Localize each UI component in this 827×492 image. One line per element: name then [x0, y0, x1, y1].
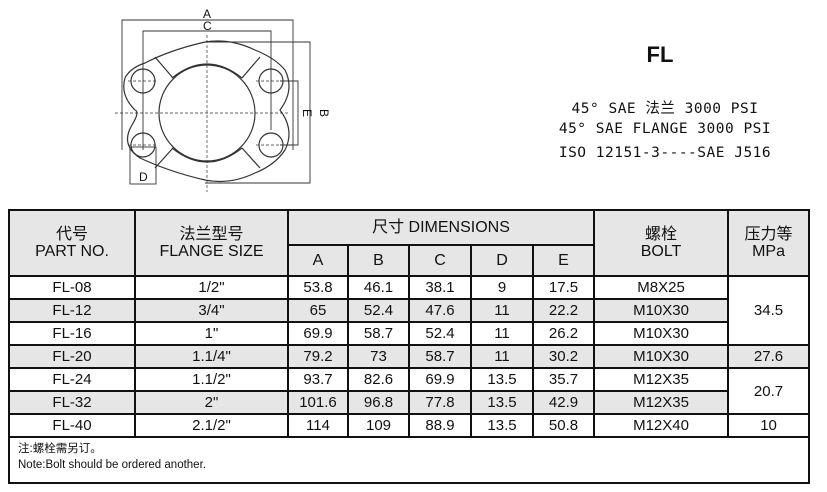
header-flange-size: 法兰型号 FLANGE SIZE [134, 209, 289, 277]
cell-bolt: M12X35 [593, 367, 730, 392]
header-part-no: 代号 PART NO. [8, 209, 136, 277]
cell-part: FL-32 [8, 390, 136, 415]
table-row: FL-40 2.1/2" 114 109 88.9 13.5 50.8 M12X40 10 [8, 413, 811, 438]
cell-d: 13.5 [470, 413, 534, 438]
cell-c: 58.7 [408, 344, 472, 369]
dim-label-d: D [139, 170, 148, 184]
cell-d: 11 [470, 321, 534, 346]
cell-c: 52.4 [408, 321, 472, 346]
dim-label-b: B [317, 109, 331, 117]
table-note: 注:螺栓需另订。 Note:Bolt should be ordered anot… [7, 436, 811, 484]
spec-line-cn: 45° SAE 法兰 3000 PSI [571, 101, 759, 117]
cell-a: 65 [287, 298, 349, 323]
cell-size: 3/4" [134, 298, 289, 323]
cell-bolt: M10X30 [593, 298, 730, 323]
dim-label-a: A [203, 7, 211, 21]
cell-bolt: M8X25 [593, 275, 730, 300]
dimension-table: 代号 PART NO. 法兰型号 FLANGE SIZE 尺寸 DIMENSIONS… [7, 209, 811, 484]
cell-part: FL-20 [8, 344, 136, 369]
cell-size: 1/2" [134, 275, 289, 300]
cell-c: 88.9 [408, 413, 472, 438]
dim-label-e: E [300, 109, 314, 117]
cell-size: 1.1/4" [134, 344, 289, 369]
cell-d: 13.5 [470, 367, 534, 392]
dim-label-c: C [203, 19, 212, 33]
table-row: FL-20 1.1/4" 79.2 73 58.7 11 30.2 M10X30 27.6 [8, 344, 811, 369]
cell-e: 17.5 [531, 275, 596, 300]
cell-a: 114 [287, 413, 349, 438]
cell-d: 13.5 [470, 390, 534, 415]
header-dim-b: B [347, 244, 410, 277]
cell-e: 22.2 [531, 298, 596, 323]
product-title: FL [646, 42, 674, 67]
cell-b: 46.1 [347, 275, 410, 300]
cell-part: FL-24 [8, 367, 136, 392]
cell-e: 30.2 [531, 344, 596, 369]
cell-b: 73 [347, 344, 410, 369]
cell-d: 9 [470, 275, 534, 300]
cell-c: 69.9 [408, 367, 472, 392]
cell-b: 109 [347, 413, 410, 438]
cell-b: 58.7 [347, 321, 410, 346]
cell-part: FL-40 [8, 413, 136, 438]
spec-line-iso: ISO 12151-3----SAE J516 [558, 145, 772, 161]
cell-e: 35.7 [531, 367, 596, 392]
cell-c: 47.6 [408, 298, 472, 323]
header-dim-c: C [408, 244, 472, 277]
cell-pressure: 34.5 [727, 275, 811, 346]
table-row: FL-12 3/4" 65 52.4 47.6 11 22.2 M10X30 [8, 298, 809, 323]
header-dim-e: E [531, 244, 596, 277]
cell-e: 42.9 [531, 390, 596, 415]
note-cn: 注:螺栓需另订。 [18, 443, 102, 455]
table-row: FL-16 1" 69.9 58.7 52.4 11 26.2 M10X30 [8, 321, 809, 346]
cell-part: FL-08 [8, 275, 136, 300]
cell-a: 93.7 [287, 367, 349, 392]
cell-a: 101.6 [287, 390, 349, 415]
cell-size: 2.1/2" [134, 413, 289, 438]
cell-e: 26.2 [531, 321, 596, 346]
cell-pressure: 27.6 [727, 344, 811, 369]
cell-c: 77.8 [408, 390, 472, 415]
cell-c: 38.1 [408, 275, 472, 300]
cell-d: 11 [470, 298, 534, 323]
cell-b: 82.6 [347, 367, 410, 392]
cell-a: 53.8 [287, 275, 349, 300]
cell-part: FL-16 [8, 321, 136, 346]
cell-part: FL-12 [8, 298, 136, 323]
cell-bolt: M10X30 [593, 344, 730, 369]
table-row: FL-24 1.1/2" 93.7 82.6 69.9 13.5 35.7 M12X35 20.… [8, 367, 811, 415]
cell-bolt: M10X30 [593, 321, 730, 346]
cell-size: 1.1/2" [134, 367, 289, 392]
header-bolt: 螺栓 BOLT [593, 209, 730, 277]
flange-drawing: A C D E B [115, 7, 331, 192]
cell-size: 2" [134, 390, 289, 415]
table-row: FL-32 2" 101.6 96.8 77.8 13.5 42.9 M12X35 [8, 390, 809, 415]
cell-pressure: 20.7 [727, 367, 811, 415]
cell-pressure: 10 [727, 413, 811, 438]
header-dimensions: 尺寸 DIMENSIONS [286, 209, 596, 246]
header-dim-d: D [470, 244, 534, 277]
cell-b: 96.8 [347, 390, 410, 415]
table-row: FL-08 1/2" 53.8 46.1 38.1 9 17.5 M8X25 34.5 [8, 275, 811, 346]
note-en: Note:Bolt should be ordered another. [18, 459, 206, 471]
cell-a: 69.9 [287, 321, 349, 346]
cell-bolt: M12X40 [593, 413, 730, 438]
cell-bolt: M12X35 [593, 390, 730, 415]
cell-size: 1" [134, 321, 289, 346]
header-pressure: 压力等 MPa [727, 209, 811, 277]
cell-a: 79.2 [287, 344, 349, 369]
spec-line-en: 45° SAE FLANGE 3000 PSI [558, 121, 772, 137]
cell-d: 11 [470, 344, 534, 369]
header-dim-a: A [287, 244, 349, 277]
cell-b: 52.4 [347, 298, 410, 323]
cell-e: 50.8 [531, 413, 596, 438]
